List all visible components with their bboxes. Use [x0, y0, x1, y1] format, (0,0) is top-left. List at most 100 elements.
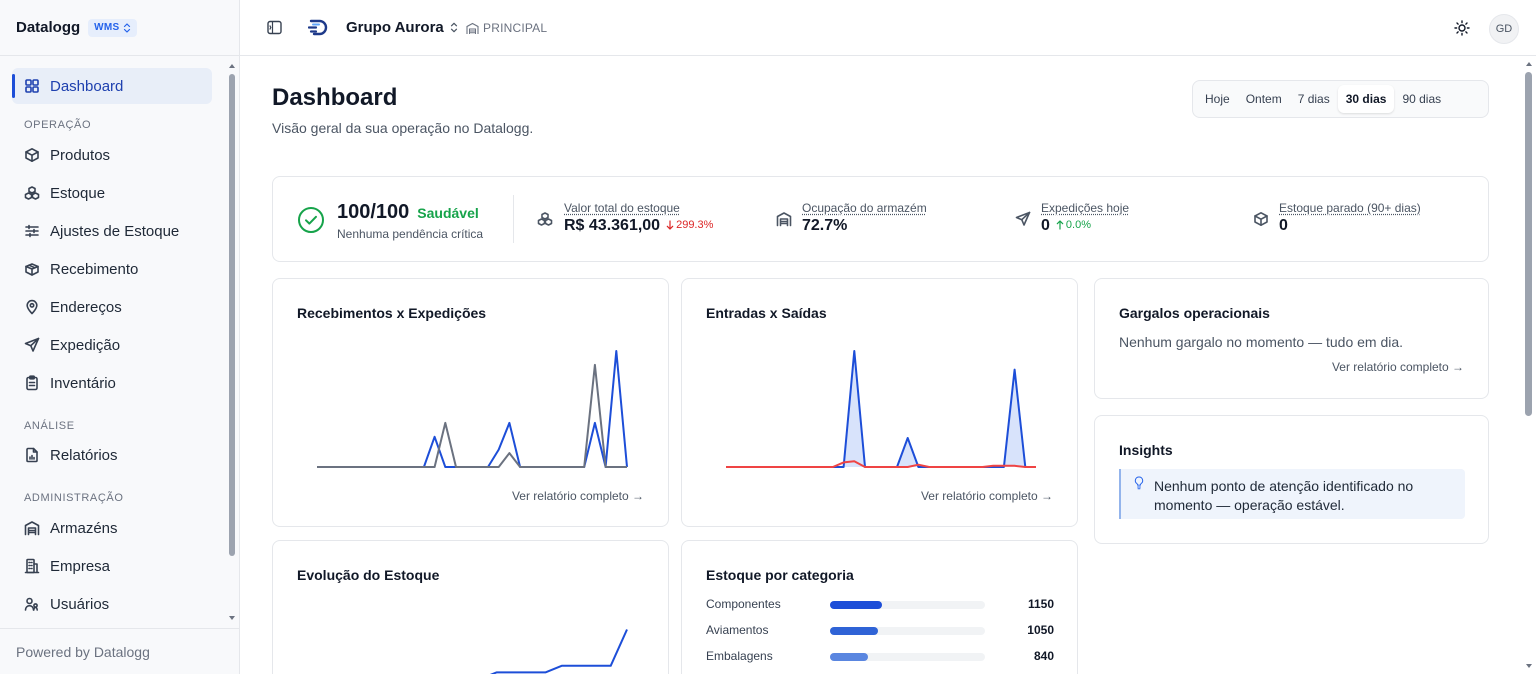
org-switcher[interactable]: Grupo Aurora: [346, 19, 458, 36]
module-badge-label: WMS: [94, 22, 120, 33]
sidebar-item-label: Dashboard: [50, 77, 124, 95]
report-link[interactable]: Ver relatório completo →: [920, 489, 1053, 503]
sidebar-item-label: Estoque: [50, 184, 106, 202]
sidebar-item-relatorios[interactable]: Relatórios: [12, 437, 212, 473]
insight-text: Nenhum ponto de atenção identificado no …: [1154, 477, 1413, 515]
sidebar-scrollbar-thumb[interactable]: [229, 74, 235, 556]
box-icon: [25, 148, 39, 162]
chart-entradas-saidas: [726, 350, 1036, 468]
sidebar-item-label: Recebimento: [50, 260, 139, 278]
sidebar-item-inventario[interactable]: Inventário: [12, 365, 212, 401]
section-label-analise: ANÁLISE: [24, 420, 75, 432]
category-bar: [830, 627, 878, 635]
card-title: Entradas x Saídas: [706, 305, 827, 321]
category-value: 840: [1033, 649, 1054, 663]
category-value: 1050: [1027, 623, 1054, 637]
warehouse-selector[interactable]: PRINCIPAL: [466, 21, 547, 35]
card-insights: Insights Nenhum ponto de atenção identif…: [1094, 415, 1489, 544]
sidebar-item-expedicao[interactable]: Expedição: [12, 327, 212, 363]
card-title: Insights: [1119, 442, 1173, 458]
scroll-down-arrow-icon[interactable]: [1525, 662, 1533, 670]
sidebar-item-label: Expedição: [50, 336, 121, 354]
sidebar-nav: Dashboard OPERAÇÃO Produtos Estoque Ajus…: [0, 62, 228, 622]
scroll-down-arrow-icon[interactable]: [228, 614, 236, 622]
kpi-divider: [513, 195, 514, 243]
sidebar-scrollbar[interactable]: [228, 62, 236, 622]
category-bar: [830, 653, 869, 661]
health-note: Nenhuma pendência crítica: [337, 227, 484, 241]
company-logo-icon: [308, 19, 328, 37]
scroll-up-arrow-icon[interactable]: [228, 62, 236, 70]
report-link[interactable]: Ver relatório completo →: [1331, 360, 1464, 374]
sidebar-item-enderecos[interactable]: Endereços: [12, 289, 212, 325]
building-icon: [24, 558, 40, 574]
warehouse-icon: [466, 22, 479, 34]
send-icon: [1015, 211, 1031, 226]
kpi-label[interactable]: Valor total do estoque: [564, 201, 680, 215]
theme-toggle-button[interactable]: [1454, 20, 1470, 36]
insight-item: Nenhum ponto de atenção identificado no …: [1119, 469, 1465, 519]
range-option-hoje[interactable]: Hoje: [1205, 92, 1230, 106]
kpi-value: 72.7%: [802, 217, 848, 234]
sidebar: Datalogg WMS Dashboard OPERAÇÃO Produtos…: [0, 0, 240, 674]
kpi-valor-total: Valor total do estoque R$ 43.361,00 299.…: [564, 201, 713, 235]
sidebar-item-recebimento[interactable]: Recebimento: [12, 251, 212, 287]
card-title: Gargalos operacionais: [1119, 305, 1270, 321]
category-label: Aviamentos: [706, 623, 769, 637]
sidebar-item-ajustes-de-estoque[interactable]: Ajustes de Estoque: [12, 213, 212, 249]
org-name: Grupo Aurora: [346, 19, 444, 36]
page-scrollbar-thumb[interactable]: [1525, 72, 1532, 416]
package-x-icon: [1254, 212, 1268, 226]
user-avatar[interactable]: GD: [1489, 14, 1519, 44]
sidebar-item-empresa[interactable]: Empresa: [12, 548, 212, 584]
category-bar: [830, 601, 883, 609]
insight-text-line: momento — operação estável.: [1154, 497, 1345, 513]
sidebar-item-dashboard[interactable]: Dashboard: [12, 68, 212, 104]
range-option-30-dias[interactable]: 30 dias: [1337, 85, 1395, 113]
module-switcher[interactable]: WMS: [88, 18, 137, 37]
sliders-icon: [25, 224, 39, 238]
sidebar-header: Datalogg WMS: [0, 0, 240, 56]
card-title: Recebimentos x Expedições: [297, 305, 487, 321]
series-line-0: [317, 350, 628, 468]
report-link[interactable]: Ver relatório completo →: [511, 489, 644, 503]
date-range-selector: Hoje Ontem 7 dias 30 dias 90 dias: [1192, 80, 1489, 118]
kpi-strip: 100/100 Saudável Nenhuma pendência críti…: [272, 176, 1489, 262]
sidebar-toggle-button[interactable]: [267, 20, 282, 35]
kpi-label[interactable]: Estoque parado (90+ dias): [1279, 201, 1421, 215]
category-bar-track: [830, 653, 985, 661]
chevrons-up-down-icon: [123, 22, 130, 33]
scroll-up-arrow-icon[interactable]: [1525, 60, 1533, 68]
sidebar-item-estoque[interactable]: Estoque: [12, 175, 212, 211]
range-option-7-dias[interactable]: 7 dias: [1297, 92, 1330, 106]
kpi-label[interactable]: Ocupação do armazém: [802, 201, 927, 215]
card-recebimentos-expedicoes: Recebimentos x Expedições Ver relatório …: [272, 278, 669, 527]
page-scrollbar[interactable]: [1522, 56, 1536, 674]
sidebar-item-usuarios[interactable]: Usuários: [12, 586, 212, 622]
range-option-ontem[interactable]: Ontem: [1245, 92, 1282, 106]
sidebar-item-label: Usuários: [50, 595, 110, 613]
category-row: Embalagens 840: [706, 649, 1054, 665]
sidebar-item-armazens[interactable]: Armazéns: [12, 510, 212, 546]
warehouse-icon: [776, 212, 792, 227]
clipboard-icon: [26, 375, 38, 391]
kpi-label[interactable]: Expedições hoje: [1041, 201, 1130, 215]
sidebar-item-label: Relatórios: [50, 446, 118, 464]
category-label: Embalagens: [706, 649, 773, 663]
warehouse-name: PRINCIPAL: [483, 21, 548, 35]
sidebar-item-produtos[interactable]: Produtos: [12, 137, 212, 173]
series-line-0: [489, 629, 628, 674]
sidebar-item-label: Inventário: [50, 374, 116, 392]
series-line-0: [726, 350, 1036, 468]
arrow-down-icon: [666, 220, 674, 230]
card-estoque-categoria: Estoque por categoria Componentes 1150 Avi…: [681, 540, 1078, 674]
kpi-delta-negative: 299.3%: [666, 219, 713, 231]
health-score: 100/100: [337, 201, 410, 223]
category-label: Componentes: [706, 597, 781, 611]
kpi-value: R$ 43.361,00: [564, 217, 661, 234]
kpi-delta-positive: 0.0%: [1056, 219, 1091, 231]
range-option-90-dias[interactable]: 90 dias: [1402, 92, 1442, 106]
brand-name: Datalogg: [16, 19, 81, 36]
chart-evolucao-estoque: [489, 629, 628, 674]
